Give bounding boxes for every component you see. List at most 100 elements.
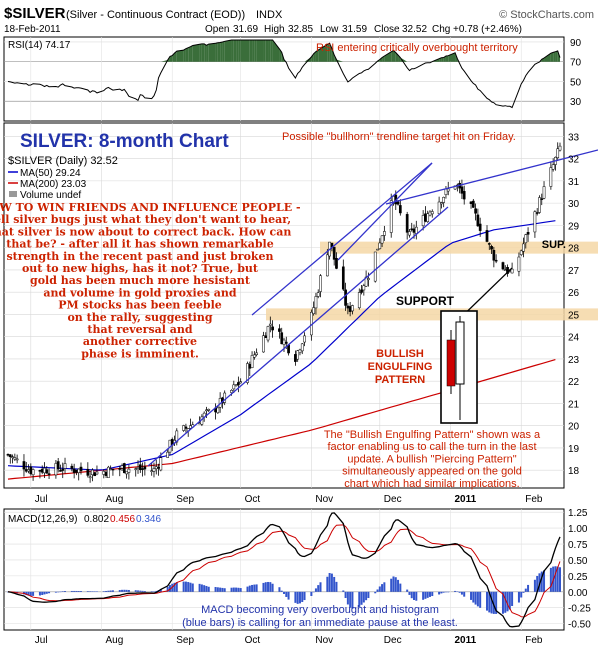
macd-tick-label: -0.50 <box>568 620 591 631</box>
bullhorn-annotation: Possible "bullhorn" trendline target hit… <box>282 131 516 143</box>
price-bar-body <box>88 476 92 479</box>
price-bar-body <box>6 454 10 456</box>
price-bar-body <box>303 335 306 343</box>
price-legend: $SILVER (Daily) 32.52 <box>8 155 118 167</box>
rsi-fill-segment <box>217 42 221 62</box>
price-bar-body <box>134 468 138 470</box>
price-bar-body <box>264 335 268 339</box>
macd-hist-bar <box>447 591 450 593</box>
price-bar-body <box>494 259 498 262</box>
macd-hist-bar <box>358 591 361 607</box>
rsi-fill-segment <box>160 60 168 62</box>
price-bar-body <box>348 306 352 312</box>
rsi-panel: 30 50 70 90 RSI(14) 74.17 RSI entering crit… <box>3 36 582 122</box>
rsi-fill-segment <box>233 39 237 62</box>
price-bar-body <box>296 350 300 360</box>
price-bar-body <box>282 339 286 345</box>
price-bar-body <box>487 243 491 245</box>
rsi-fill-segment <box>249 39 253 62</box>
macd-hist-bar <box>346 591 349 605</box>
macd-hist-bar <box>251 584 254 592</box>
price-bar-body <box>474 208 477 214</box>
price-bar-body <box>31 469 35 476</box>
price-bar-body <box>405 214 409 233</box>
price-bar-body <box>446 188 450 192</box>
lower-channel-trendline <box>147 206 449 467</box>
price-bar-body <box>469 201 473 204</box>
volume-legend: Volume undef <box>20 190 81 201</box>
macd-hist-bar <box>232 587 235 592</box>
price-tick-label: 32 <box>568 155 580 166</box>
price-bar-body <box>556 148 560 159</box>
macd-signal-value: 0.456 <box>110 514 135 525</box>
macd-hist-bar <box>397 579 400 592</box>
rsi-fill-segment <box>254 39 257 62</box>
macd-hist-bar <box>214 587 217 592</box>
macd-hist-bar <box>524 588 527 592</box>
macd-hist-bar <box>351 591 354 609</box>
macd-hist-bar <box>134 590 137 592</box>
rsi-fill-segment <box>263 39 266 62</box>
price-bar-body <box>380 235 384 244</box>
price-bar-body <box>248 364 252 369</box>
price-tick-label: 22 <box>568 377 580 388</box>
price-bar-body <box>125 471 128 475</box>
macd-hist-bar <box>431 591 434 597</box>
macd-tick-label: 0.50 <box>568 556 588 567</box>
price-bar-body <box>175 430 179 443</box>
price-bar-body <box>154 466 158 470</box>
rsi-fill-segment <box>304 56 312 62</box>
change-value: +0.78 (+2.46%) <box>453 24 522 35</box>
rsi-fill-segment <box>445 55 449 62</box>
macd-hist-bar <box>492 591 495 614</box>
price-panel: 18 19 20 21 22 23 24 25 26 27 28 29 30 31 32 33 $SILVER… <box>0 122 598 490</box>
commentary-line: another corrective <box>83 335 197 348</box>
rsi-fill-segment <box>190 45 193 62</box>
macd-hist-bar <box>150 591 153 592</box>
macd-hist-bar <box>540 571 543 592</box>
price-bar-body <box>551 164 555 170</box>
upper-channel-trendline <box>251 162 433 316</box>
price-bar-body <box>79 466 83 472</box>
price-tick-label: 25 <box>568 310 580 321</box>
macd-hist-bar <box>428 591 431 597</box>
macd-hist-bar <box>79 591 82 592</box>
rsi-fill-segment <box>553 51 556 62</box>
macd-hist-bar <box>392 576 395 592</box>
macd-hist-bar <box>479 591 482 608</box>
price-x-axis: Jul Aug Sep Oct Nov Dec 2011 Feb <box>35 494 543 505</box>
macd-hist-bar <box>168 585 171 592</box>
macd-hist-bar <box>495 591 498 614</box>
price-bar-body <box>38 470 42 472</box>
commentary-line: strength in the recent past and just bro… <box>6 250 273 263</box>
macd-hist-bar <box>490 591 493 614</box>
price-bar-body <box>284 341 288 344</box>
rsi-frame <box>3 36 565 122</box>
price-bar-body <box>184 426 188 429</box>
macd-hist-bar <box>95 591 98 592</box>
macd-tick-label: -0.25 <box>568 604 591 615</box>
macd-hist-bar <box>298 591 301 604</box>
sup-label: SUP. <box>542 239 566 251</box>
price-tick-label: 20 <box>568 422 580 433</box>
price-frame <box>3 122 565 489</box>
macd-hist-bar <box>310 591 313 596</box>
commentary-line: HOW TO WIN FRIENDS AND INFLUENCE PEOPLE … <box>0 201 301 214</box>
macd-tick-label: 0.75 <box>568 540 588 551</box>
price-bar-body <box>27 469 30 472</box>
close-label: Close <box>374 24 400 35</box>
rsi-fill-segment <box>550 52 554 62</box>
price-bar-body <box>396 201 400 205</box>
price-bar-body <box>542 186 546 199</box>
price-tick-label: 18 <box>568 466 580 477</box>
rsi-fill-segment <box>391 50 394 62</box>
price-bar-body <box>262 335 265 353</box>
support-label: SUPPORT <box>396 294 455 308</box>
macd-hist-bar <box>137 590 140 592</box>
macd-hist-bar <box>102 591 105 592</box>
rsi-fill-segment <box>393 50 396 62</box>
price-bar-body <box>373 251 377 282</box>
macd-hist-bar <box>406 589 409 592</box>
rsi-fill-segment <box>169 55 173 62</box>
